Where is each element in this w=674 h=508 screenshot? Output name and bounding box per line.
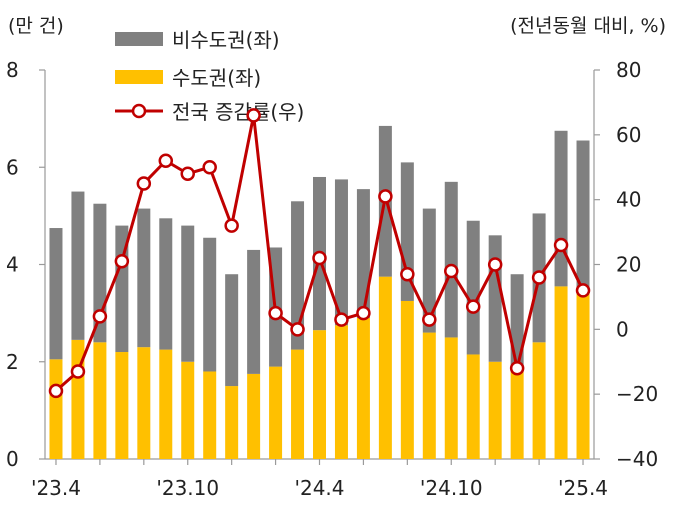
bar-capital: [554, 286, 568, 459]
plot-area: 0 2 4 6 8 −40 −20 0 20 40 60 80 '23.4 '23.10 '24.4 '24.…: [6, 58, 658, 500]
x-tick-label: '24.4: [294, 476, 344, 500]
point-national-change: [465, 299, 481, 314]
point-national-change: [487, 257, 503, 272]
left-tick-label: 2: [6, 350, 19, 374]
left-tick-label: 6: [6, 155, 19, 179]
point-national-change: [48, 383, 64, 399]
point-national-change: [444, 263, 459, 279]
point-national-change: [180, 166, 195, 181]
bar-capital: [334, 325, 348, 459]
point-national-change: [553, 237, 569, 253]
bar-capital: [49, 359, 63, 459]
point-national-change: [312, 250, 327, 266]
bar-capital: [159, 349, 173, 459]
bar-non-capital: [291, 201, 305, 350]
bar-non-capital: [181, 225, 195, 362]
right-tick-label: −40: [616, 447, 658, 471]
right-tick-label: 40: [616, 188, 641, 212]
point-national-change: [92, 309, 108, 324]
bar-non-capital: [203, 237, 217, 372]
bar-capital: [93, 342, 107, 459]
point-national-change: [268, 305, 283, 321]
right-tick-label: 0: [616, 317, 629, 341]
x-tick-label: '23.4: [31, 476, 81, 500]
legend-marker-national: [131, 103, 147, 119]
point-national-change: [224, 218, 239, 233]
legend-swatch-non-capital: [115, 32, 163, 46]
left-axis-unit: (만 건): [8, 15, 64, 37]
bar-capital: [488, 361, 502, 459]
bar-capital: [137, 347, 151, 459]
bar-capital: [444, 337, 458, 459]
bar-non-capital: [444, 181, 458, 338]
point-national-change: [509, 360, 525, 376]
bar-capital: [576, 291, 590, 459]
legend-label-national: 전국 증감률(우): [172, 100, 304, 124]
x-tick-label: '23.10: [156, 476, 219, 500]
point-national-change: [136, 176, 152, 191]
bar-capital: [269, 366, 283, 459]
bar-capital: [291, 349, 305, 459]
bar-capital: [203, 371, 217, 459]
point-national-change: [334, 312, 349, 327]
right-tick-label: 60: [616, 123, 641, 147]
x-tick-label: '24.10: [420, 476, 483, 500]
bar-non-capital: [225, 274, 239, 387]
bar-non-capital: [554, 130, 568, 287]
left-tick-label: 8: [6, 58, 19, 82]
point-national-change: [246, 108, 261, 123]
bar-capital: [510, 371, 524, 459]
bar-capital: [422, 332, 436, 459]
point-national-change: [356, 305, 371, 321]
bar-non-capital: [247, 249, 261, 374]
right-tick-label: 80: [616, 58, 641, 82]
bar-capital: [400, 300, 414, 459]
bar-capital: [532, 342, 546, 459]
bar-capital: [115, 352, 129, 459]
bar-non-capital: [159, 218, 173, 350]
point-national-change: [575, 283, 591, 298]
left-tick-label: 0: [6, 447, 19, 471]
bar-non-capital: [49, 228, 63, 360]
bar-capital: [181, 361, 195, 459]
bar-capital: [378, 276, 392, 459]
bar-capital: [225, 386, 239, 459]
legend-swatch-capital: [115, 70, 163, 84]
legend: 비수도권(좌) 수도권(좌) 전국 증감률(우): [115, 28, 304, 124]
bar-non-capital: [137, 208, 151, 348]
point-national-change: [290, 322, 305, 337]
point-national-change: [422, 312, 437, 327]
bar-non-capital: [510, 274, 524, 372]
right-tick-label: 20: [616, 253, 641, 277]
point-national-change: [70, 364, 86, 379]
bar-capital: [356, 317, 370, 459]
bar-non-capital: [356, 189, 370, 318]
point-national-change: [378, 189, 393, 204]
bar-non-capital: [488, 235, 502, 362]
point-national-change: [531, 270, 547, 285]
bar-capital: [466, 354, 480, 459]
bar-non-capital: [334, 179, 348, 326]
point-national-change: [202, 160, 217, 175]
bar-capital: [313, 330, 326, 459]
bar-non-capital: [576, 140, 590, 292]
legend-label-non-capital: 비수도권(좌): [172, 28, 280, 52]
point-national-change: [158, 153, 174, 169]
bar-non-capital: [422, 208, 436, 333]
point-national-change: [400, 266, 415, 282]
bar-capital: [247, 373, 261, 459]
bar-non-capital: [466, 220, 480, 355]
left-tick-label: 4: [6, 253, 19, 277]
legend-label-capital: 수도권(좌): [172, 66, 261, 90]
point-national-change: [114, 254, 130, 269]
x-tick-label: '25.4: [558, 476, 608, 500]
right-axis-unit: (전년동월 대비, %): [510, 15, 666, 37]
right-tick-label: −20: [616, 382, 658, 406]
bar-non-capital: [71, 191, 85, 340]
